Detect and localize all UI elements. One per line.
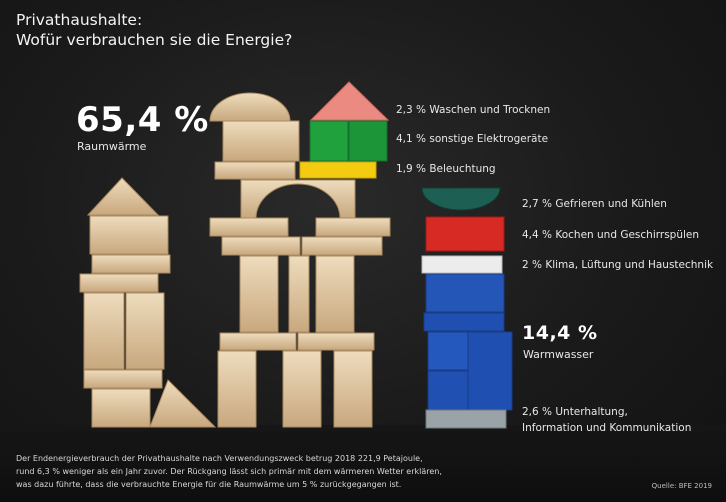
- title-line-2: Wofür verbrauchen sie die Energie?: [16, 31, 293, 49]
- wood-pillar-m3: [315, 255, 355, 333]
- wood-pillar-l1: [83, 292, 125, 370]
- red-block: [425, 216, 505, 252]
- blue-block-1: [425, 273, 505, 313]
- raumwaerme-value: 65,4 %: [76, 100, 209, 140]
- label-unterhaltung-1: 2,6 % Unterhaltung,: [522, 406, 628, 418]
- label-gefrieren: 2,7 % Gefrieren und Kühlen: [522, 198, 667, 210]
- top-half-disc: [209, 92, 291, 122]
- floor: [0, 425, 726, 502]
- warmwasser-label: Warmwasser: [523, 348, 594, 361]
- blue-block-5: [427, 370, 469, 411]
- wood-arch: [240, 179, 356, 219]
- blue-block-4: [467, 331, 513, 411]
- wood-pillar-m5: [282, 350, 322, 428]
- wood-pillar-m6: [333, 350, 373, 428]
- blue-block-2: [423, 312, 505, 332]
- wood-plank-m2: [214, 161, 296, 180]
- label-waschen: 2,3 % Waschen und Trocknen: [396, 104, 551, 116]
- wood-pillar-m4: [217, 350, 257, 428]
- blue-block-3: [427, 331, 469, 371]
- grey-plank: [425, 409, 507, 429]
- pink-roof: [309, 81, 390, 121]
- white-plank: [421, 255, 503, 274]
- wood-plank-m1: [222, 120, 300, 162]
- wood-plank-m5: [221, 236, 301, 256]
- wood-plank-l1: [89, 215, 169, 255]
- label-elektrogeraete: 4,1 % sonstige Elektrogeräte: [396, 133, 549, 145]
- wood-plank-l5: [91, 388, 151, 428]
- yellow-plank: [299, 161, 377, 179]
- label-unterhaltung-2: Information und Kommunikation: [522, 422, 692, 434]
- label-klima: 2 % Klima, Lüftung und Haustechnik: [522, 259, 714, 271]
- label-kochen: 4,4 % Kochen und Geschirrspülen: [522, 229, 700, 241]
- raumwaerme-label: Raumwärme: [77, 140, 147, 153]
- wood-plank-m4: [315, 217, 391, 237]
- wood-pillar-m1: [239, 255, 279, 333]
- footnote-line-1: Der Endenergieverbrauch der Privathausha…: [16, 454, 423, 463]
- green-block-2: [348, 120, 388, 162]
- wood-pillar-l2: [125, 292, 165, 370]
- wood-plank-l3: [79, 273, 159, 293]
- warmwasser-value: 14,4 %: [522, 322, 598, 344]
- wood-pillar-m2: [288, 255, 310, 333]
- label-beleuchtung: 1,9 % Beleuchtung: [396, 163, 496, 175]
- green-block-1: [309, 120, 349, 162]
- wood-wedge: [149, 379, 217, 428]
- chart-title: Privathaushalte: Wofür verbrauchen sie d…: [16, 10, 292, 50]
- footnote-line-3: was dazu führte, dass die verbrauchte En…: [16, 480, 402, 489]
- title-line-1: Privathaushalte:: [16, 11, 143, 29]
- wood-plank-m7: [219, 332, 297, 351]
- wood-plank-m6: [301, 236, 383, 256]
- wood-plank-l4: [83, 369, 163, 389]
- wood-plank-m8: [297, 332, 375, 351]
- left-roof-triangle: [86, 177, 160, 216]
- footnote-line-2: rund 6,3 % weniger als ein Jahr zuvor. D…: [16, 467, 442, 476]
- wood-plank-l2: [91, 254, 171, 274]
- teal-half-disc: [421, 187, 501, 211]
- wood-plank-m3: [209, 217, 289, 237]
- source: Quelle: BFE 2019: [651, 482, 712, 490]
- footnote: Der Endenergieverbrauch der Privathausha…: [16, 452, 442, 491]
